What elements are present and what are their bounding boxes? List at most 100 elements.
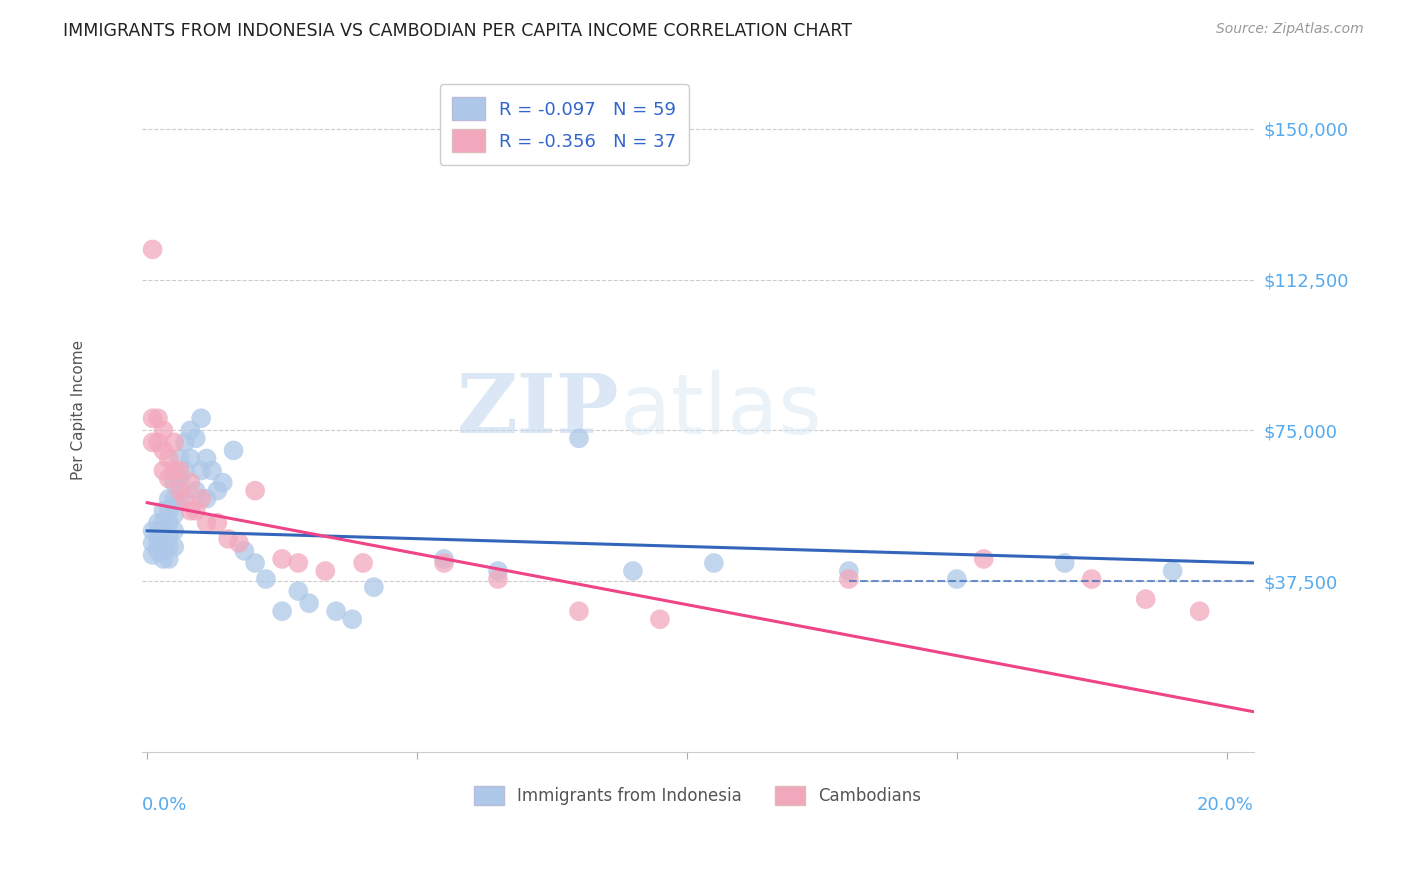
Point — [243, 556, 266, 570]
Point — [195, 451, 218, 466]
Point — [157, 552, 180, 566]
Point — [146, 544, 169, 558]
Point — [146, 516, 169, 530]
Point — [352, 556, 374, 570]
Point — [152, 516, 174, 530]
Point — [169, 483, 191, 498]
Point — [142, 411, 165, 425]
Point — [142, 536, 165, 550]
Point — [298, 596, 321, 610]
Point — [157, 528, 180, 542]
Point — [254, 572, 277, 586]
Point — [157, 491, 180, 506]
Text: Source: ZipAtlas.com: Source: ZipAtlas.com — [1216, 22, 1364, 37]
Point — [433, 556, 456, 570]
Point — [211, 475, 233, 490]
Point — [142, 548, 165, 562]
Point — [142, 524, 165, 538]
Point — [157, 471, 180, 485]
Point — [146, 435, 169, 450]
Point — [621, 564, 644, 578]
Point — [648, 612, 671, 626]
Point — [314, 564, 336, 578]
Point — [703, 556, 725, 570]
Text: ZIP: ZIP — [457, 370, 620, 450]
Point — [179, 504, 201, 518]
Point — [152, 544, 174, 558]
Point — [152, 443, 174, 458]
Point — [163, 524, 186, 538]
Point — [486, 564, 509, 578]
Point — [152, 504, 174, 518]
Point — [169, 451, 191, 466]
Point — [195, 516, 218, 530]
Point — [243, 483, 266, 498]
Point — [233, 544, 256, 558]
Point — [973, 552, 995, 566]
Point — [152, 552, 174, 566]
Point — [142, 243, 165, 257]
Point — [163, 475, 186, 490]
Point — [152, 423, 174, 437]
Point — [179, 423, 201, 437]
Point — [201, 463, 224, 477]
Point — [184, 483, 207, 498]
Point — [568, 604, 591, 618]
Point — [1053, 556, 1076, 570]
Point — [342, 612, 364, 626]
Point — [146, 528, 169, 542]
Point — [217, 532, 239, 546]
Text: 0.0%: 0.0% — [142, 797, 187, 814]
Point — [174, 435, 197, 450]
Point — [163, 508, 186, 522]
Point — [1135, 592, 1157, 607]
Point — [838, 564, 860, 578]
Point — [174, 463, 197, 477]
Point — [163, 463, 186, 477]
Point — [169, 463, 191, 477]
Point — [271, 552, 294, 566]
Point — [190, 411, 212, 425]
Point — [157, 451, 180, 466]
Text: IMMIGRANTS FROM INDONESIA VS CAMBODIAN PER CAPITA INCOME CORRELATION CHART: IMMIGRANTS FROM INDONESIA VS CAMBODIAN P… — [63, 22, 852, 40]
Point — [568, 431, 591, 445]
Point — [1188, 604, 1211, 618]
Point — [190, 491, 212, 506]
Point — [163, 435, 186, 450]
Point — [1080, 572, 1102, 586]
Point — [486, 572, 509, 586]
Point — [146, 411, 169, 425]
Point — [325, 604, 347, 618]
Point — [184, 431, 207, 445]
Point — [152, 536, 174, 550]
Point — [945, 572, 967, 586]
Point — [1161, 564, 1184, 578]
Point — [146, 536, 169, 550]
Point — [207, 483, 229, 498]
Point — [142, 435, 165, 450]
Point — [184, 504, 207, 518]
Point — [195, 491, 218, 506]
Point — [222, 443, 245, 458]
Point — [157, 504, 180, 518]
Point — [152, 463, 174, 477]
Text: atlas: atlas — [620, 369, 821, 450]
Point — [157, 540, 180, 554]
Point — [207, 516, 229, 530]
Point — [179, 475, 201, 490]
Point — [174, 491, 197, 506]
Point — [169, 471, 191, 485]
Point — [838, 572, 860, 586]
Point — [157, 516, 180, 530]
Y-axis label: Per Capita Income: Per Capita Income — [72, 340, 86, 480]
Legend: Immigrants from Indonesia, Cambodians: Immigrants from Indonesia, Cambodians — [467, 780, 928, 812]
Point — [179, 451, 201, 466]
Text: 20.0%: 20.0% — [1197, 797, 1254, 814]
Point — [287, 584, 309, 599]
Point — [190, 463, 212, 477]
Point — [163, 491, 186, 506]
Point — [163, 540, 186, 554]
Point — [152, 524, 174, 538]
Point — [433, 552, 456, 566]
Point — [363, 580, 385, 594]
